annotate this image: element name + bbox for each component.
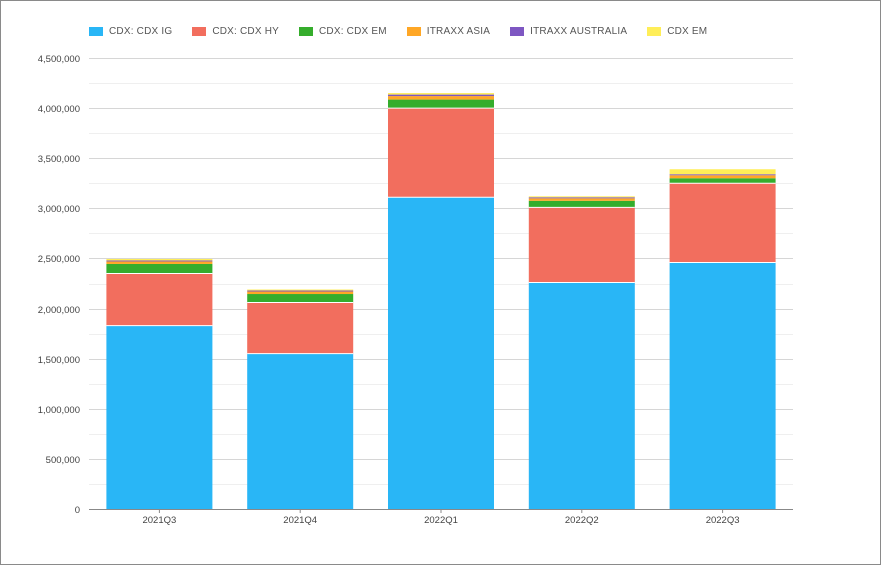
bar-segment[interactable]: ITRAXX ASIA — 2021Q4: 25,000: [247, 291, 354, 295]
legend-item[interactable]: CDX EM: [647, 26, 707, 37]
y-tick-label: 4,000,000: [38, 104, 80, 115]
bar-segment[interactable]: CDX: CDX HY — 2022Q1: 890,000: [388, 108, 494, 198]
bar-segment[interactable]: CDX: CDX IG — 2022Q3: 2,460,000: [669, 262, 776, 509]
legend-swatch: [406, 26, 421, 36]
bar-segment[interactable]: CDX EM — 2021Q3: 15,000: [106, 258, 213, 261]
legend-label: CDX: CDX HY: [212, 25, 279, 37]
legend-swatch: [647, 26, 662, 36]
y-tick-label: 2,000,000: [38, 305, 80, 316]
bar-segment[interactable]: CDX: CDX HY — 2021Q3: 520,000: [106, 273, 213, 326]
bar-segment[interactable]: CDX: CDX IG — 2021Q3: 1,830,000: [106, 325, 213, 509]
y-tick-label: 4,500,000: [38, 54, 80, 65]
legend-swatch: [298, 26, 313, 36]
bar-segment[interactable]: ITRAXX AUSTRALIA — 2021Q4: 10,000: [247, 290, 354, 292]
bar-segment[interactable]: CDX: CDX HY — 2022Q2: 750,000: [528, 207, 635, 283]
bar-segment[interactable]: ITRAXX AUSTRALIA — 2022Q1: 15,000: [388, 94, 494, 97]
bar-segment[interactable]: CDX EM — 2021Q4: 10,000: [247, 289, 354, 291]
legend-swatch: [510, 26, 525, 36]
bar-segment[interactable]: CDX: CDX HY — 2021Q4: 510,000: [247, 302, 354, 354]
bar-segment[interactable]: CDX: CDX HY — 2022Q3: 790,000: [669, 183, 776, 263]
y-tick-label: 3,000,000: [38, 204, 80, 215]
x-tick-label: 2021Q4: [283, 515, 317, 526]
y-tick-label: 2,500,000: [38, 254, 80, 265]
bar-segment[interactable]: CDX: CDX EM — 2021Q4: 85,000: [247, 294, 354, 303]
y-tick-label: 500,000: [46, 455, 80, 466]
legend-item[interactable]: CDX: CDX EM: [298, 25, 387, 37]
bar-segment[interactable]: ITRAXX ASIA — 2021Q3: 25,000: [106, 261, 213, 264]
legend-item[interactable]: ITRAXX ASIA: [406, 25, 491, 37]
y-tick-label: 1,000,000: [38, 405, 80, 416]
bar-segment[interactable]: CDX: CDX EM — 2021Q3: 95,000: [106, 263, 213, 274]
bar-segment[interactable]: CDX EM — 2022Q2: 10,000: [528, 196, 635, 198]
legend-item[interactable]: ITRAXX AUSTRALIA: [510, 26, 627, 37]
bar-segment[interactable]: CDX: CDX IG — 2022Q2: 2,260,000: [528, 282, 635, 509]
legend-item[interactable]: CDX: CDX IG: [89, 26, 172, 37]
y-tick-label: 1,500,000: [38, 355, 80, 366]
legend-swatch: [89, 26, 103, 36]
bar-segment[interactable]: CDX: CDX IG — 2022Q1: 3,110,000: [388, 197, 494, 509]
legend-swatch: [192, 26, 207, 36]
x-tick-label: 2022Q1: [424, 515, 458, 526]
y-tick-label: 0: [75, 505, 80, 516]
bar-segment[interactable]: ITRAXX AUSTRALIA — 2022Q3: 10,000: [669, 174, 776, 176]
bar-segment[interactable]: ITRAXX ASIA — 2022Q2: 25,000: [528, 198, 635, 201]
bar-segment[interactable]: ITRAXX ASIA — 2022Q3: 30,000: [669, 175, 776, 179]
bar-segment[interactable]: CDX EM — 2022Q3: 50,000: [669, 169, 776, 175]
legend-label: CDX: CDX EM: [318, 25, 387, 37]
bar-segment[interactable]: CDX: CDX EM — 2022Q3: 50,000: [669, 178, 776, 184]
bar-segment[interactable]: ITRAXX AUSTRALIA — 2022Q2: 10,000: [528, 197, 635, 199]
bar-segment[interactable]: ITRAXX ASIA — 2022Q1: 35,000: [388, 96, 494, 100]
chart-legend: CDX: CDX IG CDX: CDX HY CDX: CDX EM ITRAXX …: [89, 24, 707, 38]
x-tick-label: 2021Q3: [142, 515, 176, 526]
bar-segment[interactable]: CDX EM — 2022Q1: 15,000: [388, 93, 494, 95]
legend-label: CDX: CDX IG: [109, 25, 173, 37]
bar-segment[interactable]: ITRAXX AUSTRALIA — 2021Q3: 10,000: [106, 260, 213, 262]
legend-label: ITRAXX ASIA: [426, 25, 491, 37]
x-tick-label: 2022Q3: [706, 515, 740, 526]
legend-item[interactable]: CDX: CDX HY: [192, 26, 279, 37]
bar-segment[interactable]: CDX: CDX EM — 2022Q1: 85,000: [388, 99, 494, 109]
bar-segment[interactable]: CDX: CDX EM — 2022Q2: 65,000: [528, 200, 635, 208]
bar-segment[interactable]: CDX: CDX IG — 2021Q4: 1,550,000: [247, 353, 354, 509]
y-tick-label: 3,500,000: [38, 154, 80, 165]
x-tick-label: 2022Q2: [565, 515, 599, 526]
legend-label: ITRAXX AUSTRALIA: [530, 25, 628, 37]
legend-label: CDX EM: [667, 25, 708, 37]
